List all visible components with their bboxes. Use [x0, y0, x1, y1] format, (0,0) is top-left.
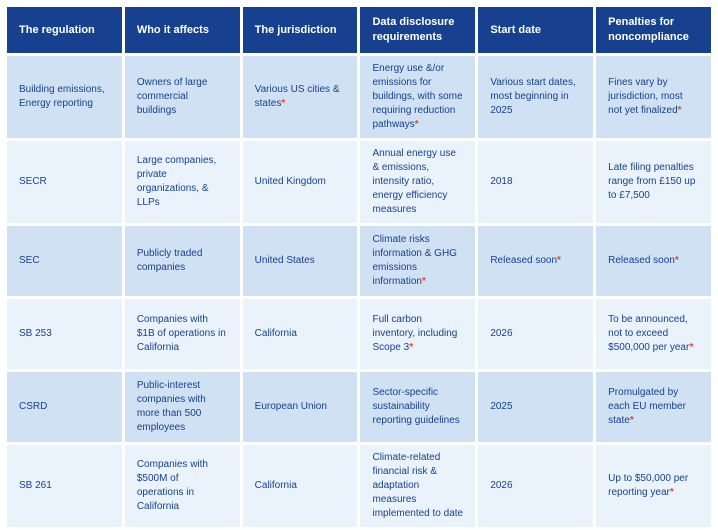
cell-text: Climate risks information & GHG emission…: [372, 234, 457, 287]
cell-who-it-affects: Large companies, private organizations, …: [124, 141, 240, 223]
table-row: CSRD Public-interest companies with more …: [7, 372, 711, 442]
cell-text: Late filing penalties range from £150 up…: [608, 162, 696, 201]
footnote-asterisk: *: [557, 255, 561, 266]
cell-text: SB 253: [19, 328, 52, 339]
cell-regulation: SECR: [7, 141, 122, 223]
cell-text: To be announced, not to exceed $500,000 …: [608, 314, 690, 353]
cell-text: Annual energy use & emissions, intensity…: [372, 148, 456, 215]
cell-text: California: [254, 328, 297, 339]
cell-start-date: Released soon*: [478, 226, 594, 296]
cell-who-it-affects: Publicly traded companies: [124, 226, 240, 296]
cell-text: Public-interest companies with more than…: [136, 380, 206, 433]
cell-disclosure-requirements: Climate risks information & GHG emission…: [360, 226, 476, 296]
table-row: SEC Publicly traded companies United State…: [7, 226, 711, 296]
footnote-asterisk: *: [689, 342, 694, 353]
cell-text: Released soon: [490, 255, 558, 266]
cell-start-date: 2026: [478, 445, 594, 527]
header-row: The regulation Who it affects The jurisd…: [7, 7, 711, 53]
cell-text: Energy use &/or emissions for buildings,…: [372, 63, 463, 130]
table-header: The regulation Who it affects The jurisd…: [7, 7, 711, 53]
cell-text: Large companies, private organizations, …: [136, 155, 217, 208]
cell-text: 2018: [490, 176, 513, 187]
table-row: SB 261 Companies with $500M of operations…: [7, 445, 711, 527]
cell-disclosure-requirements: Full carbon inventory, including Scope 3…: [360, 299, 476, 369]
cell-text: Publicly traded companies: [136, 248, 203, 273]
footnote-asterisk: *: [674, 255, 679, 266]
cell-text: SECR: [19, 176, 47, 187]
cell-text: Companies with $1B of operations in Cali…: [136, 314, 226, 353]
footnote-asterisk: *: [421, 276, 426, 287]
cell-text: 2025: [490, 401, 513, 412]
col-header-penalties: Penalties for noncompliance: [596, 7, 711, 53]
cell-text: SEC: [19, 255, 40, 266]
cell-penalties: Fines vary by jurisdiction, most not yet…: [596, 56, 711, 138]
col-header-start-date: Start date: [478, 7, 594, 53]
cell-text: 2026: [490, 480, 513, 491]
cell-text: Companies with $500M of operations in Ca…: [136, 459, 208, 512]
cell-penalties: To be announced, not to exceed $500,000 …: [596, 299, 711, 369]
cell-text: Various US cities & states: [254, 84, 340, 109]
cell-text: SB 261: [19, 480, 52, 491]
cell-jurisdiction: Various US cities & states*: [242, 56, 358, 138]
cell-text: Sector-specific sustainability reporting…: [372, 387, 460, 426]
footnote-asterisk: *: [409, 342, 414, 353]
cell-disclosure-requirements: Annual energy use & emissions, intensity…: [360, 141, 476, 223]
cell-text: Building emissions, Energy reporting: [19, 84, 105, 109]
cell-text: California: [254, 480, 297, 491]
col-header-regulation: The regulation: [7, 7, 122, 53]
col-header-jurisdiction: The jurisdiction: [242, 7, 358, 53]
table-row: Building emissions, Energy reporting Owne…: [7, 56, 711, 138]
footnote-asterisk: *: [677, 105, 682, 116]
cell-penalties: Promulgated by each EU member state*: [596, 372, 711, 442]
cell-start-date: Various start dates, most beginning in 2…: [478, 56, 594, 138]
cell-penalties: Late filing penalties range from £150 up…: [596, 141, 711, 223]
cell-jurisdiction: United Kingdom: [242, 141, 358, 223]
cell-disclosure-requirements: Climate-related financial risk & adaptat…: [360, 445, 476, 527]
cell-regulation: CSRD: [7, 372, 122, 442]
cell-disclosure-requirements: Energy use &/or emissions for buildings,…: [360, 56, 476, 138]
cell-jurisdiction: California: [242, 445, 358, 527]
cell-text: United States: [254, 255, 315, 266]
footnote-asterisk: *: [414, 119, 419, 130]
cell-jurisdiction: European Union: [242, 372, 358, 442]
cell-jurisdiction: United States: [242, 226, 358, 296]
cell-text: CSRD: [19, 401, 48, 412]
cell-penalties: Up to $50,000 per reporting year*: [596, 445, 711, 527]
cell-who-it-affects: Owners of large commercial buildings: [124, 56, 240, 138]
cell-regulation: Building emissions, Energy reporting: [7, 56, 122, 138]
table-row: SECR Large companies, private organizatio…: [7, 141, 711, 223]
cell-jurisdiction: California: [242, 299, 358, 369]
regulations-table: The regulation Who it affects The jurisd…: [4, 4, 714, 530]
footnote-asterisk: *: [669, 487, 674, 498]
cell-text: European Union: [254, 401, 327, 412]
cell-start-date: 2026: [478, 299, 594, 369]
cell-penalties: Released soon*: [596, 226, 711, 296]
cell-text: 2026: [490, 328, 513, 339]
cell-text: Fines vary by jurisdiction, most not yet…: [608, 77, 683, 116]
cell-disclosure-requirements: Sector-specific sustainability reporting…: [360, 372, 476, 442]
cell-text: Owners of large commercial buildings: [136, 77, 208, 116]
table-row: SB 253 Companies with $1B of operations i…: [7, 299, 711, 369]
cell-regulation: SEC: [7, 226, 122, 296]
cell-start-date: 2018: [478, 141, 594, 223]
col-header-disclosure-requirements: Data disclosure requirements: [360, 7, 476, 53]
cell-regulation: SB 261: [7, 445, 122, 527]
cell-who-it-affects: Companies with $500M of operations in Ca…: [124, 445, 240, 527]
cell-text: Promulgated by each EU member state: [608, 387, 686, 426]
col-header-who-it-affects: Who it affects: [124, 7, 240, 53]
footnote-asterisk: *: [629, 415, 634, 426]
cell-text: Climate-related financial risk & adaptat…: [372, 452, 464, 519]
cell-text: United Kingdom: [254, 176, 326, 187]
cell-text: Up to $50,000 per reporting year: [608, 473, 689, 498]
cell-start-date: 2025: [478, 372, 594, 442]
cell-text: Full carbon inventory, including Scope 3: [372, 314, 458, 353]
cell-who-it-affects: Public-interest companies with more than…: [124, 372, 240, 442]
cell-regulation: SB 253: [7, 299, 122, 369]
cell-text: Various start dates, most beginning in 2…: [490, 77, 576, 116]
cell-who-it-affects: Companies with $1B of operations in Cali…: [124, 299, 240, 369]
cell-text: Released soon: [608, 255, 675, 266]
table-body: Building emissions, Energy reporting Owne…: [7, 56, 711, 527]
footnote-asterisk: *: [281, 98, 286, 109]
